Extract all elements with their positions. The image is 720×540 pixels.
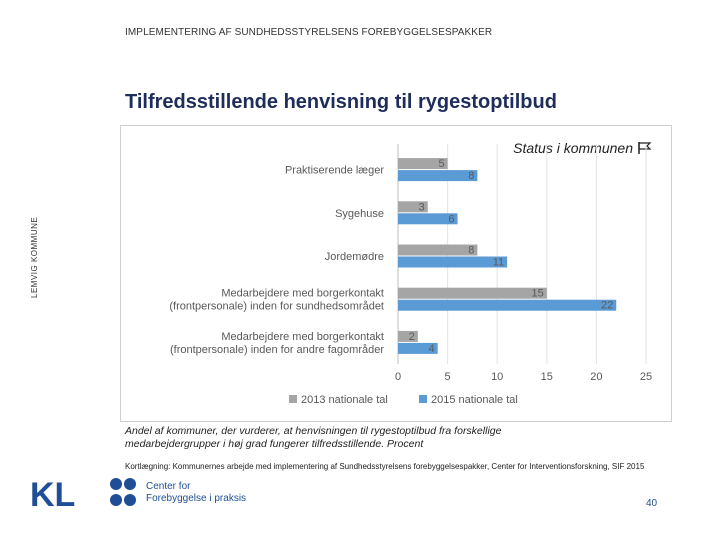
x-tick-label: 25	[640, 371, 652, 383]
category-label: (frontpersonale) inden for andre fagområ…	[170, 344, 384, 356]
status-tag: Status i kommunen	[513, 140, 653, 156]
bar-2013	[398, 287, 547, 299]
data-label: 8	[468, 170, 474, 182]
status-tag-label: Status i kommunen	[513, 140, 633, 156]
cfp-line-1: Center for	[146, 481, 191, 492]
cfp-logo: Center for Forebyggelse i praksis	[106, 476, 246, 510]
data-label: 5	[438, 158, 444, 170]
x-tick-label: 20	[590, 371, 602, 383]
data-label: 4	[429, 343, 435, 355]
slide-header: IMPLEMENTERING AF SUNDHEDSSTYRELSENS FOR…	[125, 27, 493, 38]
legend-label: 2013 nationale tal	[301, 394, 388, 406]
bar-2015	[398, 170, 478, 182]
cfp-line-2: Forebyggelse i praksis	[146, 493, 247, 504]
slide-title: Tilfredsstillende henvisning til rygesto…	[125, 91, 557, 113]
category-label: Sygehuse	[335, 208, 384, 220]
bar-2015	[398, 256, 508, 268]
data-label: 6	[448, 213, 454, 225]
legend-swatch-2015	[419, 395, 427, 403]
kl-logo: KL	[30, 476, 75, 510]
bar-2013	[398, 244, 478, 256]
chart-container: Status i kommunen Praktiserende læger 5 8 S…	[120, 125, 672, 422]
data-label: 8	[468, 245, 474, 257]
kl-logo-text: KL	[30, 476, 75, 510]
x-tick-label: 15	[541, 371, 553, 383]
bar-2013	[398, 201, 428, 213]
bar-2015	[398, 342, 438, 354]
legend-label: 2015 nationale tal	[431, 394, 518, 406]
municipality-label: LEMVIG KOMMUNE	[30, 216, 39, 298]
data-label: 2	[409, 331, 415, 343]
category-label: Medarbejdere med borgerkontakt	[221, 288, 384, 300]
legend-swatch-2013	[289, 395, 297, 403]
x-tick-label: 10	[491, 371, 503, 383]
category-label: Medarbejdere med borgerkontakt	[221, 331, 384, 343]
flag-icon	[638, 142, 652, 154]
cfp-mark-icon	[110, 478, 136, 506]
category-label: Praktiserende læger	[285, 165, 384, 177]
bar-2015	[398, 299, 617, 311]
bar-2013	[398, 330, 418, 342]
data-label: 15	[532, 288, 544, 300]
data-label: 3	[419, 201, 425, 213]
chart-caption: Andel af kommuner, der vurderer, at henv…	[125, 425, 502, 450]
x-tick-label: 0	[395, 371, 401, 383]
category-label: (frontpersonale) inden for sundhedsområd…	[169, 301, 384, 313]
bar-2015	[398, 213, 458, 225]
bar-2013	[398, 158, 448, 170]
data-label: 11	[493, 257, 504, 269]
x-tick-label: 5	[445, 371, 451, 383]
data-label: 22	[601, 300, 613, 312]
source-note: Kortlægning: Kommunernes arbejde med imp…	[125, 462, 645, 471]
page-number: 40	[646, 498, 658, 509]
bar-chart: Praktiserende læger 5 8 Sygehuse 3 6 Jordemødr…	[169, 144, 652, 406]
category-label: Jordemødre	[325, 251, 384, 263]
